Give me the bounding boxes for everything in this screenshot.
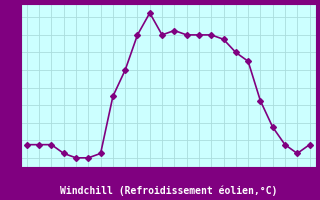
X-axis label: Windchill (Refroidissement éolien,°C): Windchill (Refroidissement éolien,°C): [60, 185, 277, 196]
